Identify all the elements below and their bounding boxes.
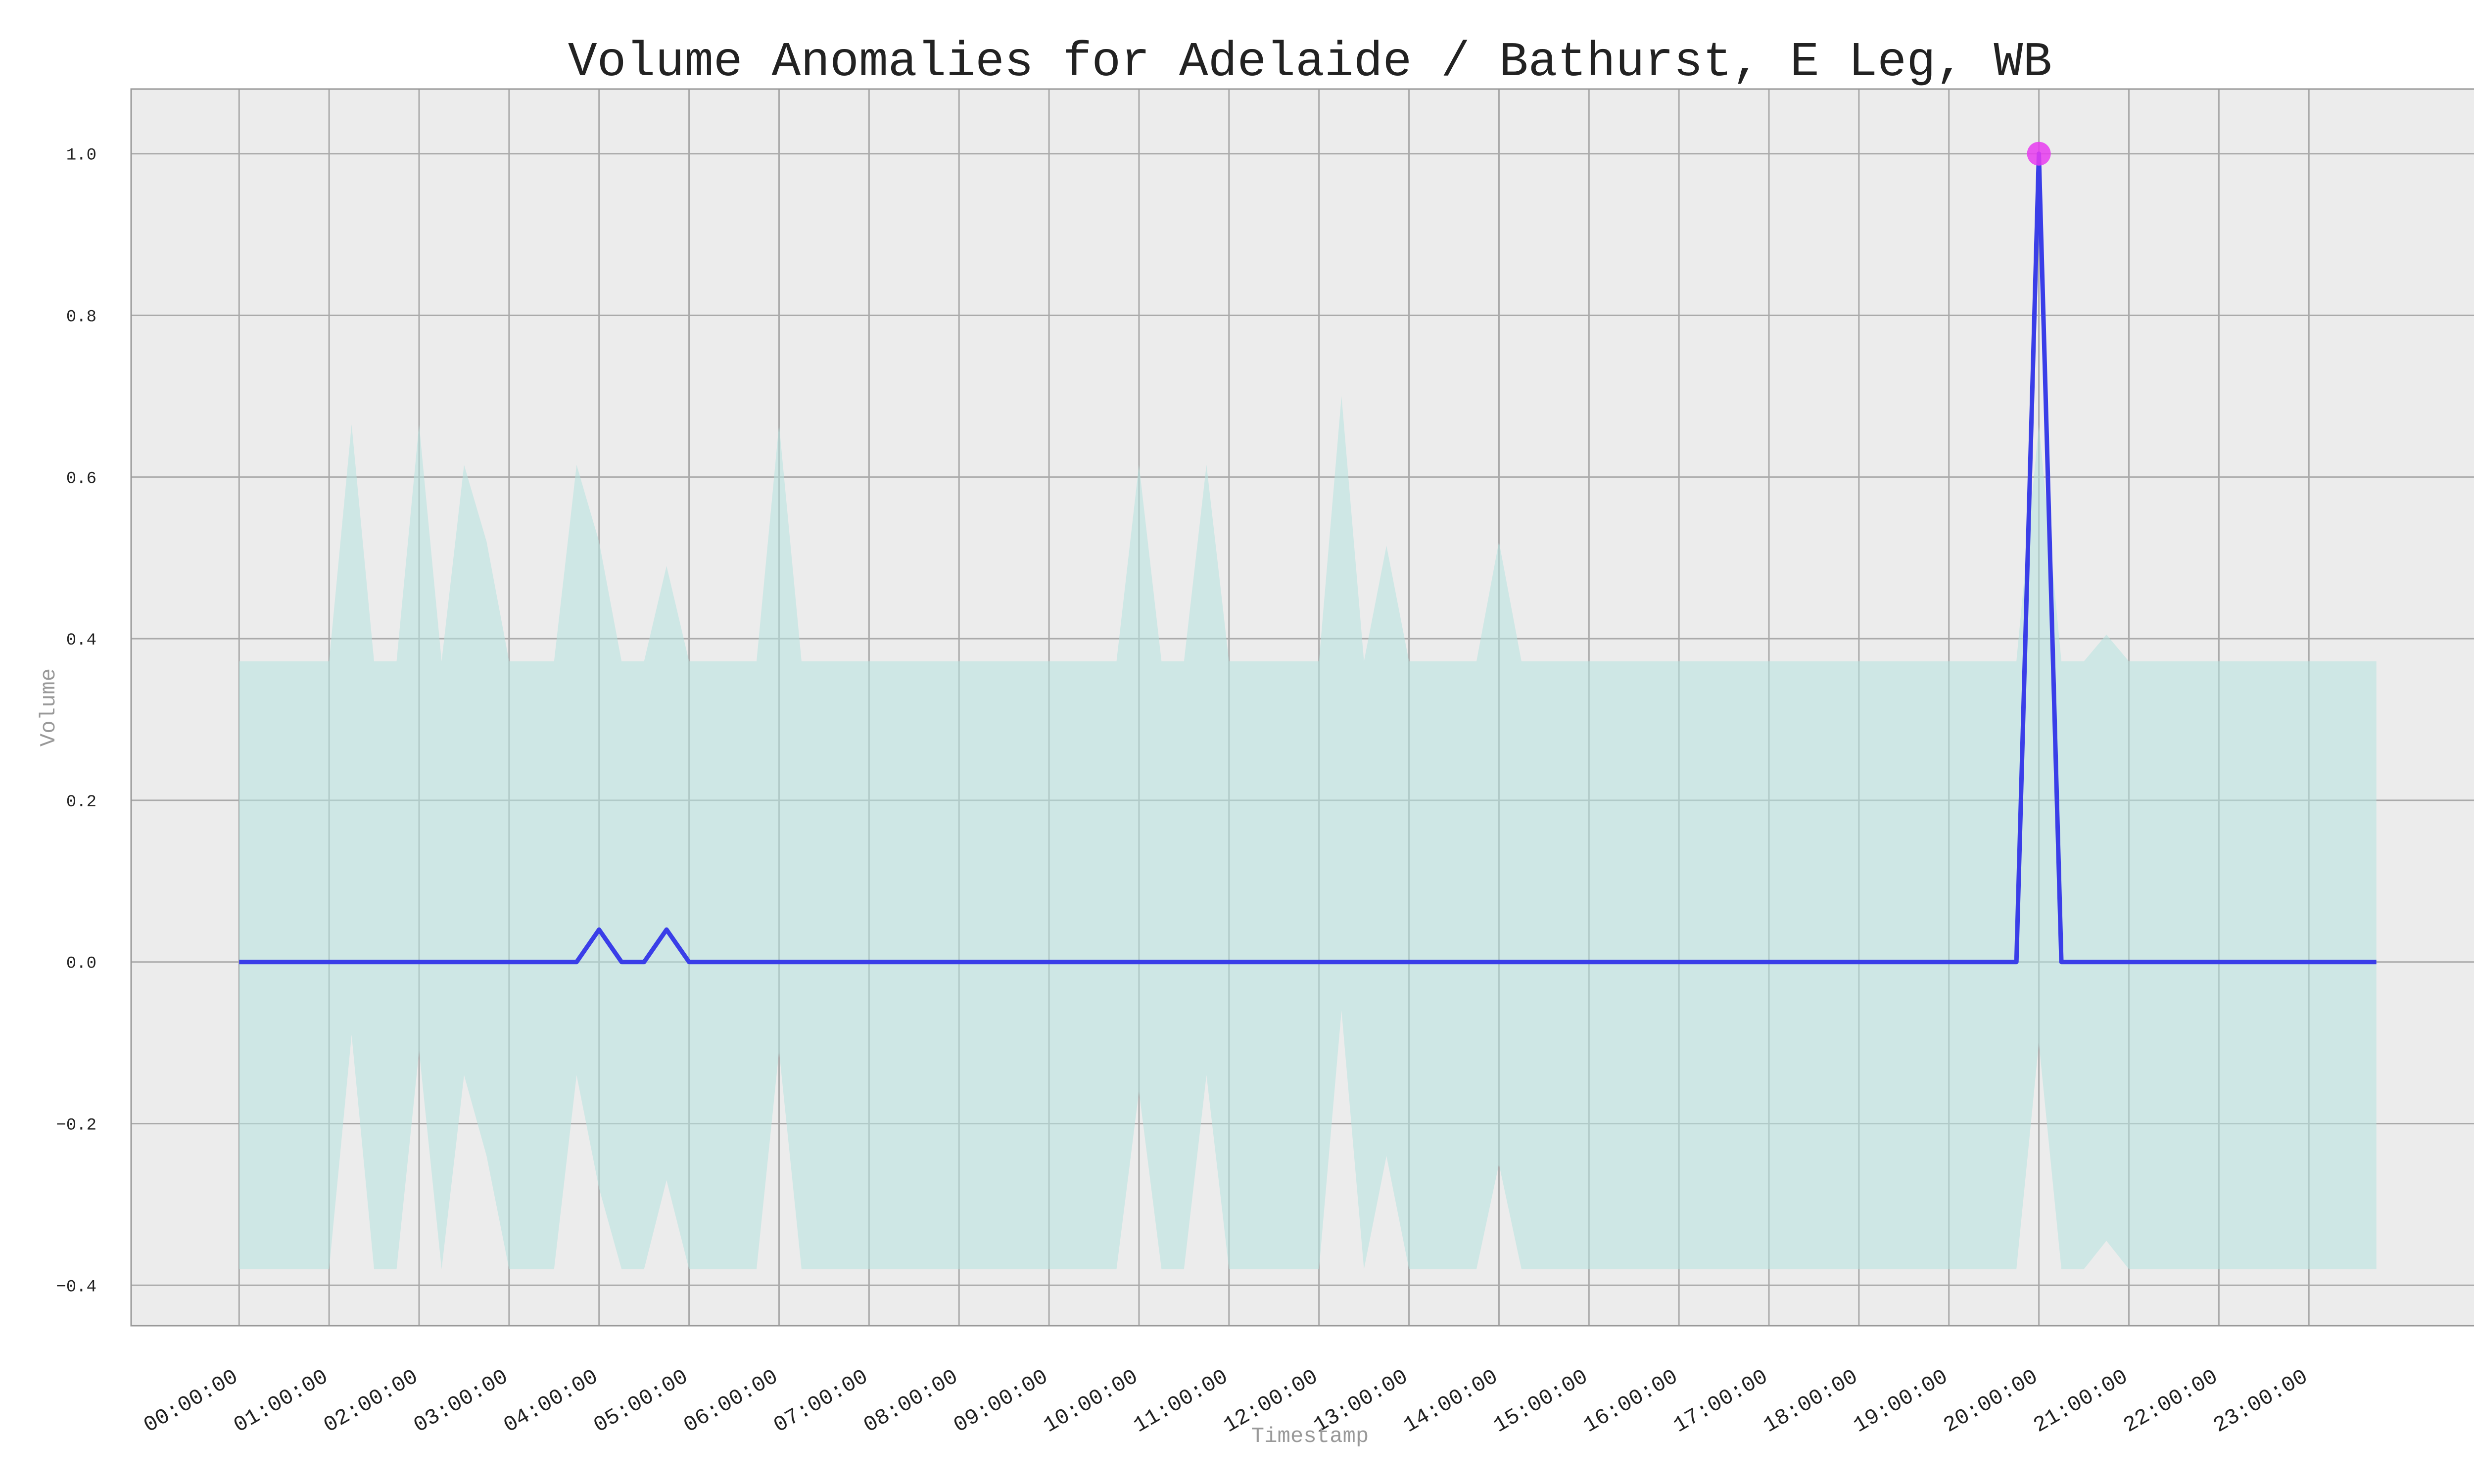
- x-tick-label: 14:00:00: [1399, 1365, 1502, 1438]
- y-tick-label: −0.2: [56, 1116, 96, 1135]
- x-tick-label: 09:00:00: [950, 1365, 1052, 1438]
- x-tick-label: 06:00:00: [680, 1365, 783, 1438]
- y-tick-label: 0.6: [66, 469, 96, 488]
- x-tick-label: 21:00:00: [2030, 1365, 2133, 1438]
- x-axis-label: Timestamp: [1251, 1424, 1369, 1449]
- confidence-band: [239, 396, 2377, 1269]
- x-tick-label: 10:00:00: [1040, 1365, 1142, 1438]
- x-tick-label: 15:00:00: [1489, 1365, 1592, 1438]
- series-layer: [239, 151, 2377, 965]
- plot-frame: [130, 88, 2474, 1327]
- x-tick-label: 20:00:00: [1940, 1365, 2043, 1438]
- y-tick-label: 0.4: [66, 631, 96, 650]
- x-tick-label: 00:00:00: [140, 1365, 242, 1438]
- confidence-band-area: [239, 396, 2377, 1269]
- y-tick-label: 0.8: [66, 308, 96, 327]
- x-tick-label: 11:00:00: [1130, 1365, 1233, 1438]
- anomaly-markers: [2027, 141, 2051, 166]
- y-tick-label: 0.0: [66, 955, 96, 974]
- x-tick-label: 18:00:00: [1760, 1365, 1862, 1438]
- y-tick-label: −0.4: [56, 1278, 96, 1297]
- y-tick-label: 1.0: [66, 146, 96, 165]
- x-tick-label: 07:00:00: [769, 1365, 872, 1438]
- x-tick-label: 03:00:00: [410, 1365, 513, 1438]
- x-tick-labels: 00:00:0001:00:0002:00:0003:00:0004:00:00…: [140, 1365, 2312, 1438]
- x-tick-label: 17:00:00: [1669, 1365, 1772, 1438]
- x-tick-label: 19:00:00: [1850, 1365, 1952, 1438]
- x-tick-label: 01:00:00: [230, 1365, 333, 1438]
- x-tick-label: 16:00:00: [1579, 1365, 1682, 1438]
- x-tick-label: 23:00:00: [2209, 1365, 2312, 1438]
- x-tick-label: 02:00:00: [320, 1365, 423, 1438]
- y-axis-label: Volume: [37, 668, 61, 746]
- x-tick-label: 22:00:00: [2119, 1365, 2222, 1438]
- chart-title: Volume Anomalies for Adelaide / Bathurst…: [568, 35, 2052, 90]
- anomaly-point: [2027, 141, 2051, 166]
- y-tick-label: 0.2: [66, 793, 96, 812]
- y-tick-labels: −0.4 −0.2 0.0 0.2 0.4 0.6 0.8 1.0: [56, 146, 96, 1297]
- volume-series-line: [239, 151, 2377, 965]
- x-tick-label: 04:00:00: [500, 1365, 603, 1438]
- x-tick-label: 08:00:00: [859, 1365, 962, 1438]
- x-tick-label: 05:00:00: [590, 1365, 693, 1438]
